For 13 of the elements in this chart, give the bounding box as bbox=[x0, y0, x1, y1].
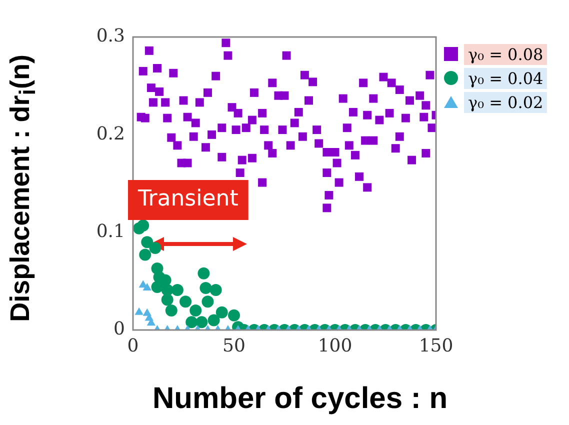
x-tick-label: 0 bbox=[127, 335, 139, 356]
x-tick-label: 100 bbox=[318, 335, 352, 356]
y-tick-label: 0 bbox=[114, 318, 125, 340]
x-tick-label: 150 bbox=[418, 335, 454, 356]
legend-label: γ₀ = 0.04 bbox=[464, 68, 548, 88]
y-tick-label: 0.2 bbox=[96, 123, 125, 144]
x-axis-title: Number of cycles : n bbox=[151, 382, 449, 416]
legend-label: γ₀ = 0.08 bbox=[464, 44, 548, 64]
y-tick-label: 0.1 bbox=[96, 221, 125, 242]
y-tick-label: 0.3 bbox=[96, 26, 125, 47]
legend-label: γ₀ = 0.02 bbox=[464, 92, 548, 112]
annotation: Transient bbox=[137, 186, 239, 212]
x-tick-label: 50 bbox=[222, 335, 246, 356]
